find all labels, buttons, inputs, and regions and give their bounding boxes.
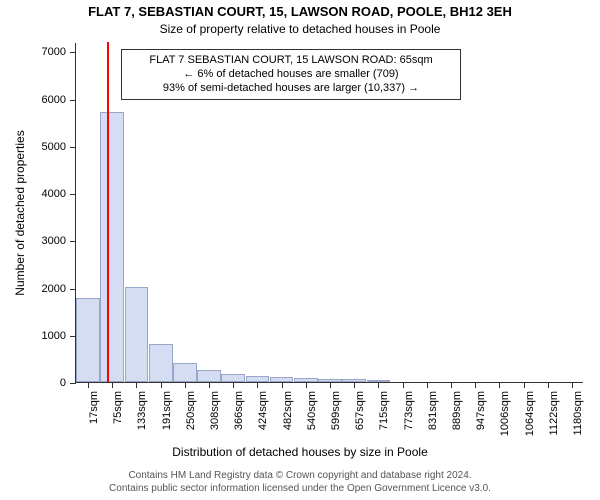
histogram-bar (149, 344, 173, 382)
footer-line2: Contains public sector information licen… (0, 483, 600, 496)
y-tick (70, 241, 76, 242)
x-tick (403, 382, 404, 388)
x-tick (185, 382, 186, 388)
histogram-bar (197, 370, 221, 382)
x-tick-label: 75sqm (112, 391, 124, 424)
x-tick (233, 382, 234, 388)
x-tick (330, 382, 331, 388)
x-tick-label: 599sqm (330, 391, 342, 430)
footer-attribution: Contains HM Land Registry data © Crown c… (0, 470, 600, 495)
y-tick-label: 2000 (42, 283, 66, 295)
x-tick-label: 947sqm (475, 391, 487, 430)
histogram-bar (173, 363, 197, 382)
y-tick (70, 289, 76, 290)
x-tick (306, 382, 307, 388)
y-tick (70, 52, 76, 53)
x-tick (354, 382, 355, 388)
x-tick-label: 1180sqm (572, 391, 584, 435)
y-tick-label: 0 (60, 377, 66, 389)
y-tick (70, 100, 76, 101)
x-tick (257, 382, 258, 388)
chart-title: FLAT 7, SEBASTIAN COURT, 15, LAWSON ROAD… (0, 4, 600, 19)
annotation-line: FLAT 7 SEBASTIAN COURT, 15 LAWSON ROAD: … (130, 54, 452, 68)
x-tick-label: 1006sqm (499, 391, 511, 436)
y-tick (70, 147, 76, 148)
x-tick-label: 424sqm (257, 391, 269, 430)
x-tick-label: 657sqm (354, 391, 366, 430)
x-tick-label: 540sqm (306, 391, 318, 430)
x-tick-label: 191sqm (161, 391, 173, 430)
y-tick-label: 5000 (42, 141, 66, 153)
y-tick-label: 4000 (42, 188, 66, 200)
x-tick (475, 382, 476, 388)
annotation-line: 93% of semi-detached houses are larger (… (130, 82, 452, 96)
histogram-bar (221, 374, 245, 383)
x-axis-label: Distribution of detached houses by size … (0, 445, 600, 459)
x-tick (427, 382, 428, 388)
y-tick-label: 1000 (42, 330, 66, 342)
x-tick-label: 133sqm (136, 391, 148, 430)
x-tick (161, 382, 162, 388)
x-tick (136, 382, 137, 388)
x-tick (209, 382, 210, 388)
x-tick (572, 382, 573, 388)
y-tick (70, 336, 76, 337)
annotation-box: FLAT 7 SEBASTIAN COURT, 15 LAWSON ROAD: … (121, 49, 461, 100)
x-tick-label: 773sqm (403, 391, 415, 430)
x-tick (88, 382, 89, 388)
x-tick-label: 889sqm (451, 391, 463, 430)
plot-area: 0100020003000400050006000700017sqm75sqm1… (75, 43, 583, 383)
reference-line (107, 42, 109, 382)
x-tick-label: 831sqm (427, 391, 439, 430)
y-tick-label: 7000 (42, 46, 66, 58)
histogram-bar (125, 287, 149, 382)
chart-subtitle: Size of property relative to detached ho… (0, 22, 600, 36)
x-tick-label: 366sqm (233, 391, 245, 430)
x-tick (112, 382, 113, 388)
x-tick-label: 308sqm (209, 391, 221, 430)
y-tick-label: 6000 (42, 94, 66, 106)
x-tick (548, 382, 549, 388)
x-tick-label: 715sqm (378, 391, 390, 430)
x-tick (282, 382, 283, 388)
footer-line1: Contains HM Land Registry data © Crown c… (0, 470, 600, 483)
x-tick-label: 250sqm (185, 391, 197, 430)
y-tick-label: 3000 (42, 235, 66, 247)
y-tick (70, 383, 76, 384)
histogram-bar (76, 298, 100, 382)
x-tick (499, 382, 500, 388)
x-tick-label: 17sqm (88, 391, 100, 424)
annotation-line: ← 6% of detached houses are smaller (709… (130, 68, 452, 82)
x-tick-label: 1122sqm (548, 391, 560, 435)
x-tick (378, 382, 379, 388)
histogram-bar (100, 112, 124, 382)
x-tick (524, 382, 525, 388)
x-tick-label: 1064sqm (524, 391, 536, 436)
y-tick (70, 194, 76, 195)
x-tick (451, 382, 452, 388)
y-axis-label: Number of detached properties (13, 130, 27, 295)
x-tick-label: 482sqm (282, 391, 294, 430)
